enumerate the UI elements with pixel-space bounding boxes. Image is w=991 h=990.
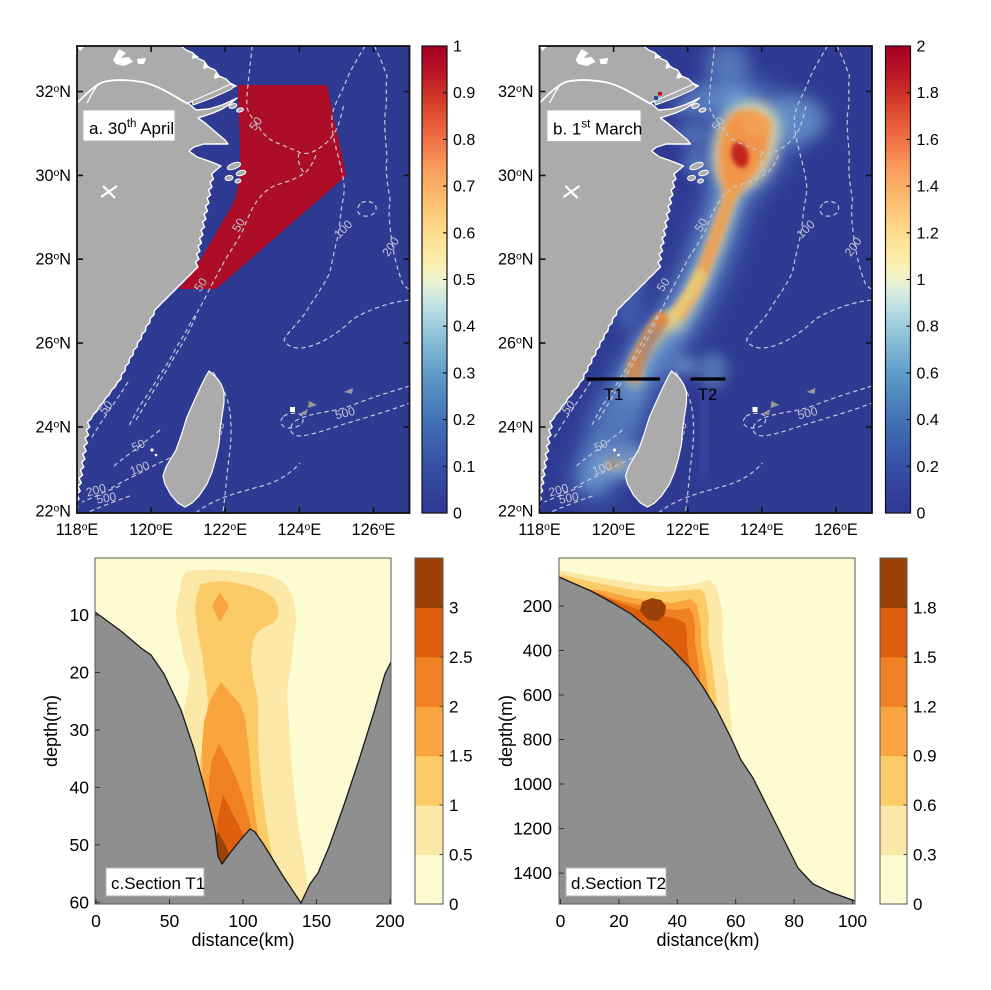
svg-text:1.4: 1.4 bbox=[917, 179, 939, 196]
svg-text:distance(km): distance(km) bbox=[191, 930, 294, 950]
svg-text:100: 100 bbox=[228, 911, 257, 931]
svg-text:3: 3 bbox=[449, 598, 458, 617]
svg-text:600: 600 bbox=[523, 685, 552, 705]
svg-text:0.9: 0.9 bbox=[453, 85, 475, 102]
svg-text:0.4: 0.4 bbox=[453, 319, 475, 336]
svg-text:120oE: 120oE bbox=[129, 521, 173, 539]
svg-text:1.5: 1.5 bbox=[449, 747, 473, 766]
svg-text:200: 200 bbox=[375, 911, 404, 931]
svg-text:0.3: 0.3 bbox=[913, 846, 937, 865]
svg-text:0: 0 bbox=[917, 506, 926, 523]
svg-text:1200: 1200 bbox=[513, 819, 552, 839]
svg-text:0: 0 bbox=[453, 506, 462, 523]
svg-text:0.2: 0.2 bbox=[917, 459, 939, 476]
svg-text:124oE: 124oE bbox=[740, 521, 784, 539]
svg-text:0.6: 0.6 bbox=[453, 225, 475, 242]
svg-text:b. 1st March: b. 1st March bbox=[553, 119, 642, 139]
svg-text:80: 80 bbox=[784, 911, 804, 931]
svg-text:1.2: 1.2 bbox=[917, 225, 939, 242]
svg-text:T1: T1 bbox=[604, 386, 623, 404]
svg-text:0.5: 0.5 bbox=[453, 272, 475, 289]
svg-text:22oN: 22oN bbox=[35, 502, 71, 520]
svg-text:200: 200 bbox=[523, 596, 552, 616]
svg-text:0.9: 0.9 bbox=[913, 747, 937, 766]
svg-text:118oE: 118oE bbox=[56, 521, 99, 539]
svg-text:30oN: 30oN bbox=[35, 167, 71, 185]
svg-text:1.8: 1.8 bbox=[913, 598, 937, 617]
svg-text:1.2: 1.2 bbox=[913, 697, 937, 716]
svg-text:10: 10 bbox=[70, 605, 90, 625]
svg-text:0: 0 bbox=[91, 911, 101, 931]
svg-text:20: 20 bbox=[609, 911, 629, 931]
svg-text:24oN: 24oN bbox=[35, 418, 71, 436]
svg-text:60: 60 bbox=[726, 911, 746, 931]
svg-text:1: 1 bbox=[449, 796, 458, 815]
svg-text:26oN: 26oN bbox=[35, 335, 71, 353]
svg-text:126oE: 126oE bbox=[814, 521, 858, 539]
svg-text:0.1: 0.1 bbox=[453, 459, 475, 476]
svg-text:0: 0 bbox=[449, 895, 458, 914]
svg-text:100: 100 bbox=[838, 911, 867, 931]
svg-text:50: 50 bbox=[160, 911, 180, 931]
svg-text:0.2: 0.2 bbox=[453, 412, 475, 429]
svg-text:1.5: 1.5 bbox=[913, 648, 937, 667]
svg-text:60: 60 bbox=[70, 892, 90, 912]
svg-text:1: 1 bbox=[917, 272, 926, 289]
svg-text:124oE: 124oE bbox=[277, 521, 321, 539]
svg-text:0.5: 0.5 bbox=[449, 846, 473, 865]
svg-text:32oN: 32oN bbox=[35, 83, 71, 101]
svg-text:0.7: 0.7 bbox=[453, 179, 475, 196]
svg-text:40: 40 bbox=[70, 777, 90, 797]
svg-text:T2: T2 bbox=[698, 386, 717, 404]
svg-text:2.5: 2.5 bbox=[449, 648, 473, 667]
svg-text:1.6: 1.6 bbox=[917, 132, 939, 149]
svg-text:800: 800 bbox=[523, 730, 552, 750]
svg-text:1400: 1400 bbox=[513, 863, 552, 883]
svg-text:0.6: 0.6 bbox=[913, 796, 937, 815]
svg-text:d.Section T2: d.Section T2 bbox=[571, 874, 666, 893]
svg-text:c.Section T1: c.Section T1 bbox=[111, 874, 205, 893]
svg-text:28oN: 28oN bbox=[498, 251, 534, 269]
svg-text:40: 40 bbox=[668, 911, 688, 931]
svg-text:120oE: 120oE bbox=[592, 521, 636, 539]
svg-text:24oN: 24oN bbox=[498, 418, 534, 436]
svg-text:122oE: 122oE bbox=[203, 521, 247, 539]
svg-text:depth(m): depth(m) bbox=[41, 695, 61, 767]
svg-text:2: 2 bbox=[917, 39, 926, 56]
svg-text:32oN: 32oN bbox=[498, 83, 534, 101]
svg-text:1.8: 1.8 bbox=[917, 85, 939, 102]
svg-text:0.3: 0.3 bbox=[453, 365, 475, 382]
svg-text:28oN: 28oN bbox=[35, 251, 71, 269]
svg-text:1: 1 bbox=[453, 39, 462, 56]
svg-text:122oE: 122oE bbox=[666, 521, 710, 539]
svg-text:126oE: 126oE bbox=[352, 521, 396, 539]
svg-text:30: 30 bbox=[70, 720, 90, 740]
svg-text:50: 50 bbox=[70, 835, 90, 855]
svg-text:30oN: 30oN bbox=[498, 167, 534, 185]
svg-text:0.6: 0.6 bbox=[917, 365, 939, 382]
svg-text:depth(m): depth(m) bbox=[496, 695, 516, 767]
svg-text:0.4: 0.4 bbox=[917, 412, 939, 429]
svg-text:118oE: 118oE bbox=[518, 521, 561, 539]
svg-text:0: 0 bbox=[556, 911, 566, 931]
svg-text:400: 400 bbox=[523, 641, 552, 661]
svg-text:1000: 1000 bbox=[513, 774, 552, 794]
svg-text:0: 0 bbox=[913, 895, 922, 914]
svg-text:150: 150 bbox=[302, 911, 331, 931]
svg-text:a. 30th April: a. 30th April bbox=[89, 118, 174, 138]
svg-text:26oN: 26oN bbox=[498, 335, 534, 353]
svg-text:0.8: 0.8 bbox=[453, 132, 475, 149]
svg-text:2: 2 bbox=[449, 697, 458, 716]
svg-text:distance(km): distance(km) bbox=[656, 930, 759, 950]
svg-text:20: 20 bbox=[70, 663, 90, 683]
svg-text:22oN: 22oN bbox=[498, 502, 534, 520]
svg-text:0.8: 0.8 bbox=[917, 319, 939, 336]
